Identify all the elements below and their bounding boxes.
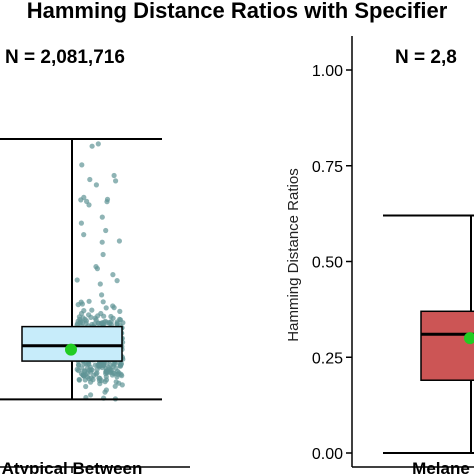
- jitter-point: [86, 202, 92, 208]
- jitter-point: [110, 272, 116, 278]
- jitter-point: [81, 308, 87, 314]
- right-y-tick-label: 0.75: [312, 159, 343, 176]
- jitter-point: [111, 361, 117, 367]
- jitter-point: [114, 278, 120, 284]
- jitter-point: [79, 162, 85, 168]
- jitter-point: [97, 363, 103, 369]
- jitter-point: [99, 239, 105, 245]
- jitter-point: [83, 320, 89, 326]
- jitter-point: [86, 298, 92, 304]
- left-x-tick-label: Atypical Between: [2, 459, 143, 474]
- right-mean-point: [464, 332, 474, 345]
- jitter-point: [114, 320, 120, 327]
- jitter-point: [93, 264, 99, 270]
- jitter-point: [91, 372, 97, 378]
- right-x-tick-label: Melane: [412, 459, 470, 474]
- jitter-point: [99, 214, 105, 220]
- jitter-point: [111, 172, 117, 179]
- right-boxplot: [383, 214, 474, 454]
- jitter-point: [113, 178, 119, 184]
- jitter-point: [98, 310, 104, 317]
- jitter-point: [81, 232, 87, 238]
- jitter-point: [110, 303, 116, 309]
- jitter-point: [86, 312, 92, 318]
- jitter-point: [74, 277, 80, 283]
- jitter-point: [88, 392, 94, 398]
- jitter-point: [96, 375, 102, 381]
- right-n-annotation: N = 2,8: [395, 47, 457, 68]
- jitter-point: [76, 377, 82, 383]
- left-jitter-points: [74, 141, 126, 402]
- right-y-tick-label: 0.25: [312, 350, 343, 367]
- jitter-point: [101, 363, 107, 369]
- right-iqr-box: [420, 310, 474, 381]
- jitter-point: [104, 369, 110, 375]
- jitter-point: [116, 380, 122, 386]
- jitter-point: [82, 372, 88, 378]
- left-boxplot: [0, 137, 162, 401]
- jitter-point: [81, 368, 88, 374]
- jitter-point: [93, 182, 99, 188]
- jitter-point: [78, 220, 84, 226]
- jitter-point: [92, 315, 98, 321]
- jitter-point: [95, 141, 101, 147]
- right-y-axis-label: Hamming Distance Ratios: [285, 168, 302, 341]
- jitter-point: [89, 143, 95, 149]
- left-n-annotation: N = 2,081,716: [5, 47, 125, 68]
- right-panel: N = 2,8 0.00 0.25 0.50 0.75 1.00 Hamming Dis…: [285, 36, 474, 474]
- left-mean-point: [65, 343, 77, 356]
- jitter-point: [104, 196, 111, 202]
- jitter-point: [75, 367, 81, 374]
- jitter-point: [99, 292, 105, 298]
- jitter-point: [117, 308, 123, 314]
- jitter-point: [100, 251, 106, 258]
- jitter-point: [86, 376, 92, 382]
- right-y-tick-label: 1.00: [312, 63, 343, 80]
- jitter-point: [81, 194, 87, 200]
- jitter-point: [100, 299, 106, 305]
- jitter-point: [103, 387, 109, 393]
- jitter-point: [99, 321, 105, 327]
- jitter-point: [87, 176, 93, 183]
- jitter-point: [112, 383, 118, 389]
- jitter-point: [103, 305, 109, 311]
- right-y-tick-label: 0.00: [312, 446, 343, 463]
- jitter-point: [83, 383, 89, 390]
- right-y-ticks: 0.00 0.25 0.50 0.75 1.00: [312, 63, 352, 463]
- jitter-point: [108, 367, 114, 373]
- jitter-point: [116, 370, 122, 376]
- jitter-point: [75, 362, 82, 368]
- jitter-point: [97, 281, 103, 287]
- jitter-point: [89, 307, 95, 313]
- jitter-point: [118, 361, 124, 367]
- jitter-point: [75, 302, 81, 308]
- jitter-point: [103, 227, 109, 234]
- jitter-point: [103, 374, 109, 380]
- jitter-point: [116, 238, 122, 244]
- chart-title: Hamming Distance Ratios with Specifier: [27, 0, 448, 23]
- right-y-tick-label: 0.50: [312, 255, 343, 272]
- jitter-point: [107, 321, 113, 327]
- left-panel: N = 2,081,716 Atypical Between: [0, 47, 190, 474]
